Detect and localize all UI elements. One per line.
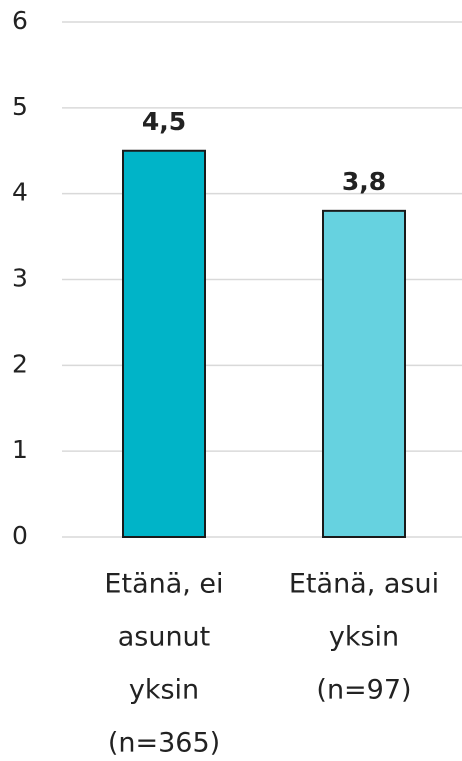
value-label: 4,5	[142, 107, 186, 136]
y-tick-label: 3	[12, 264, 28, 293]
value-label: 3,8	[342, 167, 386, 196]
y-tick-label: 5	[12, 92, 28, 121]
y-tick-label: 2	[12, 349, 28, 378]
y-tick-label: 6	[12, 6, 28, 35]
y-tick-label: 1	[12, 435, 28, 464]
x-tick-label: (n=365)	[108, 728, 220, 759]
x-tick-label: Etänä, asui	[289, 569, 439, 600]
y-tick-label: 4	[12, 178, 28, 207]
x-tick-label: (n=97)	[316, 675, 411, 706]
bar	[122, 149, 206, 538]
x-tick-label: yksin	[129, 675, 199, 706]
x-tick-label: Etänä, ei	[104, 569, 223, 600]
y-tick-label: 0	[12, 521, 28, 550]
x-tick-label: asunut	[118, 622, 211, 653]
x-tick-label: yksin	[329, 622, 399, 653]
bar	[322, 209, 406, 538]
